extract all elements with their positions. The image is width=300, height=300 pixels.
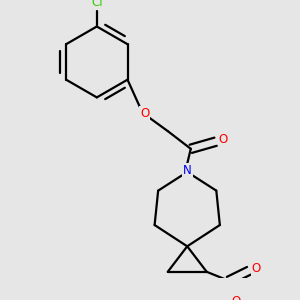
Text: O: O xyxy=(140,107,149,120)
Text: O: O xyxy=(252,262,261,275)
Text: O: O xyxy=(231,295,240,300)
Text: N: N xyxy=(183,164,192,177)
Text: Cl: Cl xyxy=(91,0,103,9)
Text: O: O xyxy=(219,134,228,146)
